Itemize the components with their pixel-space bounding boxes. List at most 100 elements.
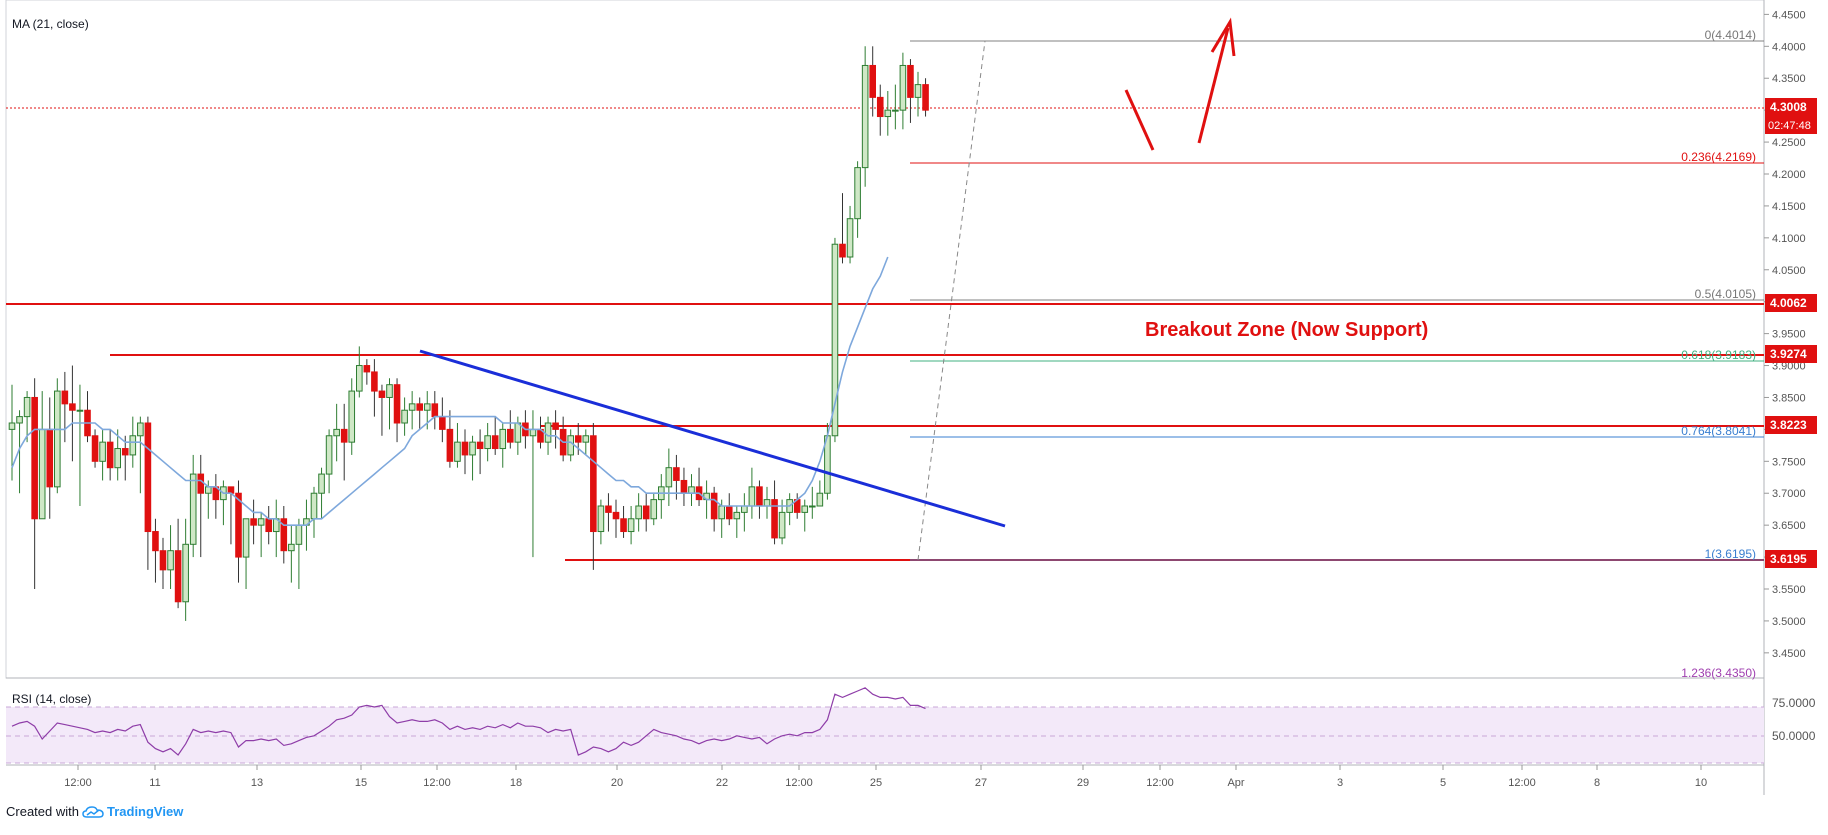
candle-body: [484, 435, 491, 450]
time-tick-label: 3: [1337, 777, 1343, 789]
candle-body: [741, 505, 748, 513]
time-tick-label: 12:00: [1508, 777, 1536, 789]
candle: [137, 416, 144, 494]
candle: [288, 525, 295, 583]
candle-body: [46, 428, 54, 488]
time-tick-label: 20: [611, 777, 623, 789]
candle-body: [861, 64, 869, 169]
candle: [831, 237, 839, 443]
candle-body: [454, 441, 461, 462]
candle-body: [363, 365, 371, 373]
candle: [559, 416, 567, 462]
price-tick-label: 4.1000: [1772, 233, 1806, 245]
time-tick-label: 12:00: [785, 777, 813, 789]
countdown-value: 02:47:48: [1768, 120, 1811, 132]
candle-body: [242, 518, 250, 558]
candle-body: [250, 518, 257, 526]
candle: [484, 423, 491, 462]
candle: [642, 493, 650, 532]
candle-body: [710, 492, 718, 520]
price-tick-label: 4.2500: [1772, 137, 1806, 149]
fib-label-0-618: 0.618(3.9183): [1681, 348, 1756, 362]
candle-body: [159, 550, 167, 571]
candle: [552, 410, 559, 449]
candle: [242, 518, 250, 589]
footer-credit[interactable]: Created with TradingView: [6, 804, 183, 819]
candle: [212, 474, 220, 519]
candle-body: [854, 167, 861, 220]
candle-body: [665, 467, 673, 488]
candle-body: [423, 403, 431, 411]
candle-body: [31, 396, 38, 520]
candle-body: [574, 435, 582, 443]
candle-body: [809, 505, 816, 508]
candle: [235, 480, 242, 583]
down-arrow-line: [1124, 89, 1155, 151]
candle: [393, 378, 401, 443]
candle: [620, 506, 627, 538]
ma-line: [11, 256, 889, 527]
candle: [144, 416, 152, 570]
candle-body: [597, 505, 605, 533]
countdown-tag: [1765, 116, 1817, 134]
candle-body: [763, 499, 771, 507]
candle: [189, 454, 197, 558]
candle-body: [688, 486, 695, 494]
last-price-value: 4.3008: [1770, 100, 1807, 114]
candle: [688, 474, 695, 506]
descending-trendline[interactable]: [419, 349, 1006, 528]
candle: [476, 429, 484, 475]
time-tick-label: 12:00: [1146, 777, 1174, 789]
candle: [76, 384, 84, 506]
candle: [167, 525, 174, 589]
candle: [861, 46, 869, 187]
candle: [695, 467, 703, 506]
candle: [106, 429, 114, 481]
candle-body: [61, 390, 69, 405]
candle: [635, 493, 642, 532]
candle: [491, 416, 499, 455]
candle: [54, 378, 61, 494]
candle-body: [612, 511, 620, 520]
price-tick-label: 3.4500: [1772, 648, 1806, 660]
chart-frame: [5, 0, 1765, 679]
candle-body: [152, 531, 159, 552]
level-tag-3-6195: [1765, 550, 1817, 568]
candle-body: [884, 109, 892, 118]
candle-body: [99, 441, 106, 462]
candle: [748, 467, 756, 519]
candle: [741, 493, 748, 532]
price-tick-label: 3.5000: [1772, 616, 1806, 628]
breakout-zone-label: Breakout Zone (Now Support): [1145, 319, 1428, 341]
candle-body: [461, 441, 469, 456]
candle: [658, 474, 665, 519]
candle: [733, 506, 741, 538]
candle: [809, 486, 816, 519]
price-tick-label: 3.7500: [1772, 456, 1806, 468]
candle-body: [876, 96, 884, 118]
candle: [529, 410, 537, 558]
candle: [386, 378, 393, 430]
candle-body: [922, 84, 929, 111]
candle-body: [378, 390, 386, 398]
candle: [650, 493, 658, 526]
candle: [401, 397, 408, 436]
candle: [272, 499, 280, 558]
candle-body: [129, 435, 137, 456]
level-tag-3-9274: [1765, 345, 1817, 363]
candle: [220, 480, 227, 526]
candle: [499, 423, 507, 468]
candle-body: [408, 403, 416, 411]
candle-body: [227, 486, 235, 494]
candle-body: [431, 403, 439, 418]
candle-body: [69, 403, 76, 411]
candle-body: [280, 518, 288, 552]
candle-body: [340, 428, 348, 443]
candle: [876, 84, 884, 136]
time-tick-label: 25: [870, 777, 882, 789]
candle-body: [673, 467, 680, 481]
candle: [665, 448, 673, 506]
price-tick-label: 4.3500: [1772, 73, 1806, 85]
